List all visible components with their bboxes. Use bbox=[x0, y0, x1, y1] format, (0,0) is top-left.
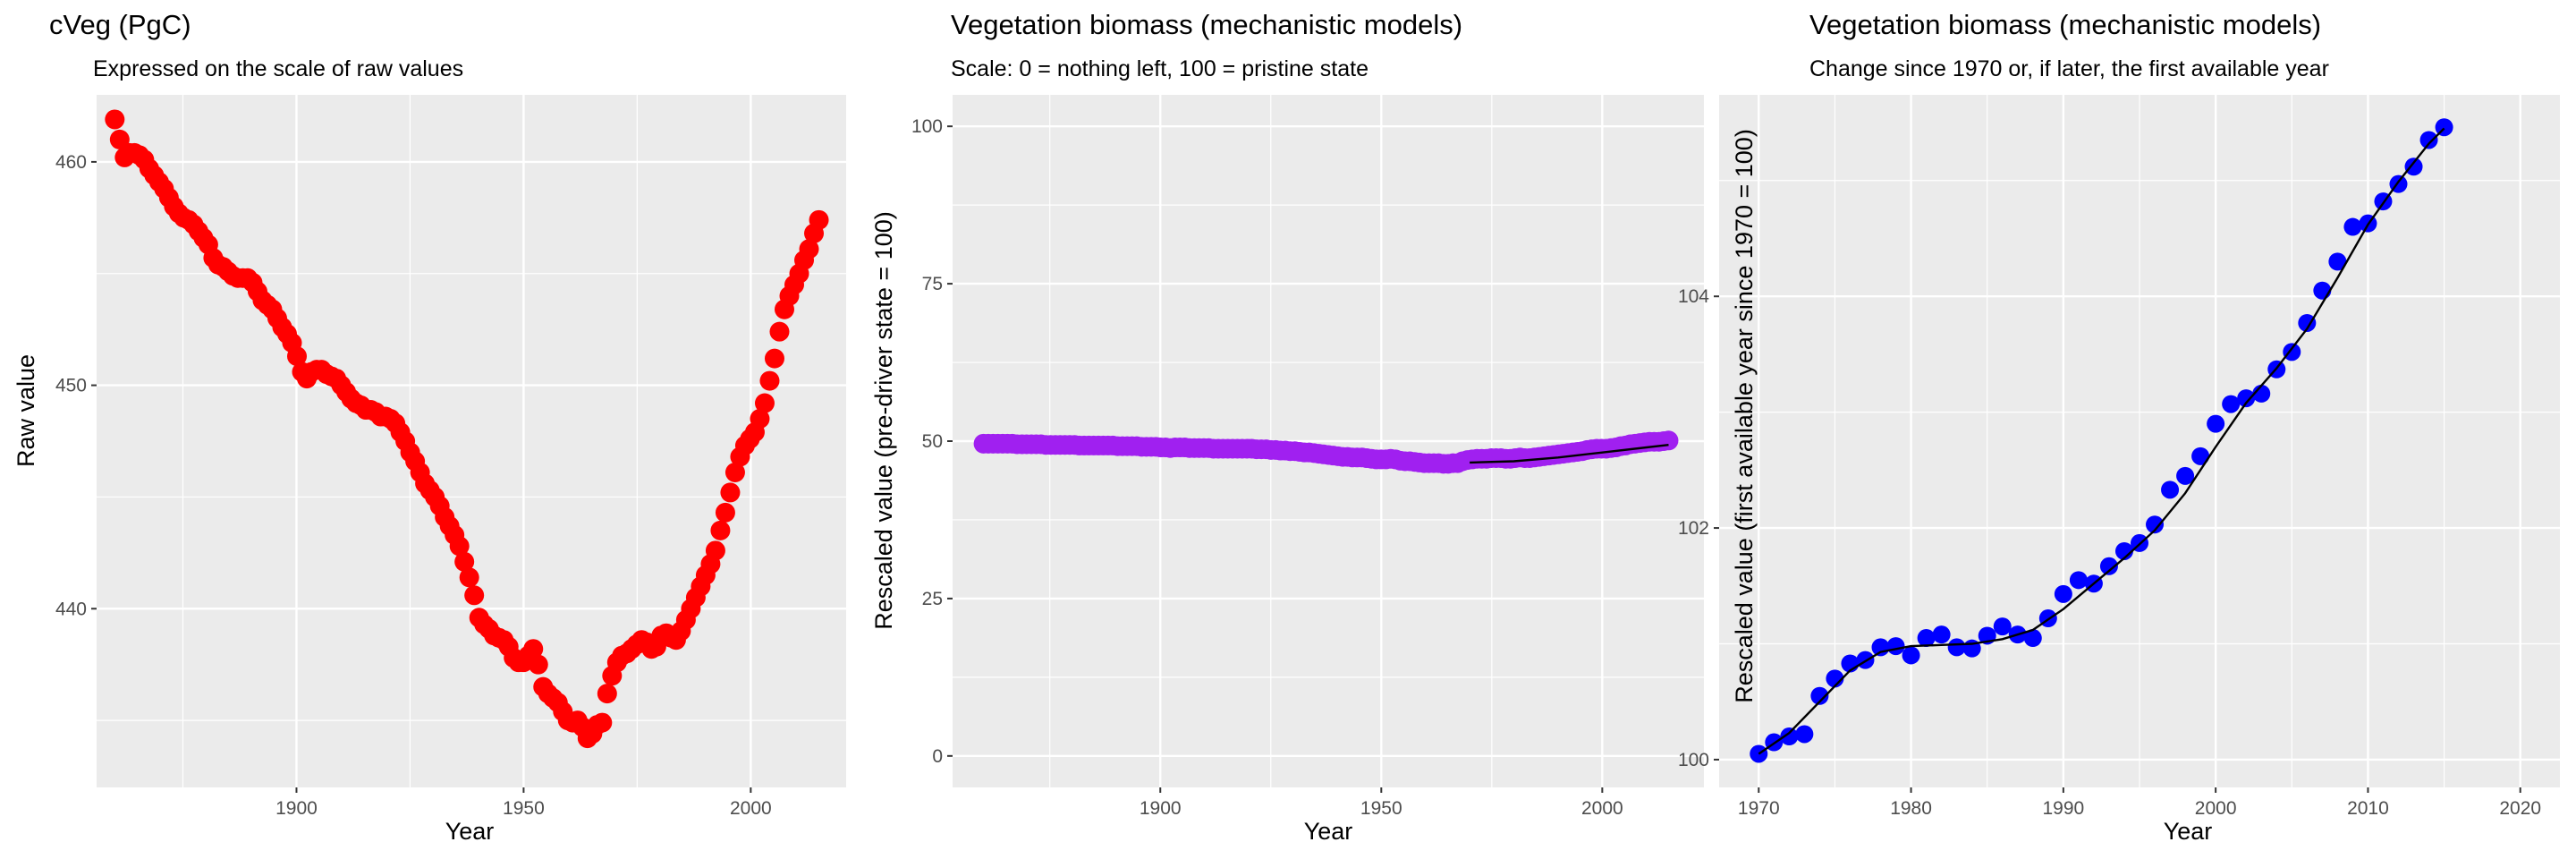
chart-1-point bbox=[597, 684, 617, 704]
chart-2-x-tick-label: 1900 bbox=[1140, 798, 1182, 819]
chart-3-point bbox=[2283, 343, 2301, 361]
chart-3-point bbox=[2099, 557, 2118, 575]
chart-3-point bbox=[1902, 646, 1920, 665]
chart-3-point bbox=[1947, 638, 1966, 657]
chart-2-y-tick-label: 25 bbox=[922, 589, 943, 609]
chart-1-point bbox=[715, 502, 735, 523]
chart-3-point bbox=[1871, 638, 1890, 657]
chart-1-y-tick-label: 450 bbox=[55, 376, 87, 396]
chart-3-point bbox=[2419, 131, 2438, 149]
chart-1-point bbox=[528, 654, 548, 675]
chart-3-y-tick-label: 104 bbox=[1678, 286, 1709, 307]
chart-2-x-tick-label: 2000 bbox=[1581, 798, 1623, 819]
chart-2-subtitle: Scale: 0 = nothing left, 100 = pristine … bbox=[951, 56, 1368, 81]
chart-1-point bbox=[454, 551, 475, 572]
chart-3-point bbox=[2328, 252, 2347, 271]
panel-1: 1900 1950 2000 440 450 460 cVeg (PgC) Express… bbox=[13, 9, 846, 845]
chart-3-trend-line bbox=[1758, 127, 2445, 755]
chart-2-y-tick-label: 0 bbox=[932, 746, 943, 767]
chart-1-point bbox=[464, 585, 485, 606]
chart-2-x-tick-label: 1950 bbox=[1360, 798, 1402, 819]
chart-1-x-tick-label: 2000 bbox=[730, 798, 772, 819]
chart-3-point bbox=[2054, 584, 2072, 603]
chart-1-point bbox=[809, 209, 829, 230]
chart-2-title: Vegetation biomass (mechanistic models) bbox=[951, 9, 1462, 40]
chart-3-x-tick-label: 1970 bbox=[1738, 798, 1780, 819]
chart-1-point bbox=[592, 712, 613, 733]
chart-3-point bbox=[2207, 414, 2225, 433]
chart-1-point bbox=[449, 536, 470, 557]
chart-3-point bbox=[1810, 686, 1829, 705]
chart-1-point bbox=[754, 393, 775, 413]
chart-1-point bbox=[710, 520, 731, 540]
chart-2-y-tick-label: 100 bbox=[911, 116, 943, 137]
chart-2-point bbox=[1658, 430, 1679, 451]
chart-2-y-tick-label: 50 bbox=[922, 431, 943, 452]
chart-1-point bbox=[750, 409, 770, 430]
chart-1-point bbox=[523, 639, 544, 659]
chart-3-y-tick-label: 100 bbox=[1678, 750, 1709, 770]
chart-1-subtitle: Expressed on the scale of raw values bbox=[93, 56, 463, 81]
chart-3-point bbox=[1750, 744, 1768, 763]
panel-2: 1900 1950 2000 0 25 50 75 100 Vegetation biomas… bbox=[870, 9, 1704, 845]
chart-1-point bbox=[459, 567, 479, 588]
chart-3-subtitle: Change since 1970 or, if later, the firs… bbox=[1809, 56, 2329, 81]
chart-3-point bbox=[2343, 217, 2362, 236]
chart-3-point bbox=[2069, 571, 2088, 590]
chart-3-point bbox=[1826, 669, 1844, 688]
chart-1-y-tick-label: 440 bbox=[55, 599, 87, 619]
chart-3-point bbox=[1795, 725, 1814, 744]
chart-1-x-tick-label: 1900 bbox=[275, 798, 318, 819]
chart-3-title: Vegetation biomass (mechanistic models) bbox=[1809, 9, 2321, 40]
chart-3-y-axis-label: Rescaled value (first available year sin… bbox=[1731, 129, 1758, 703]
chart-3-point bbox=[1993, 617, 2012, 636]
chart-3-x-tick-label: 2010 bbox=[2347, 798, 2389, 819]
chart-3-point bbox=[1932, 625, 1951, 644]
panel-3: 1970 1980 1990 2000 2010 2020 100 102 104 Vegeta… bbox=[1678, 9, 2560, 845]
chart-1-point bbox=[286, 346, 307, 367]
chart-2-y-axis-label: Rescaled value (pre-driver state = 100) bbox=[870, 211, 897, 629]
chart-1-y-axis-label: Raw value bbox=[13, 354, 39, 467]
chart-1-point bbox=[724, 462, 745, 482]
chart-3-point bbox=[1917, 629, 1936, 648]
chart-2-trend-line bbox=[1470, 444, 1669, 464]
chart-3-point bbox=[2313, 281, 2332, 300]
chart-2-y-tick-label: 75 bbox=[922, 274, 943, 294]
chart-3-x-tick-label: 2000 bbox=[2195, 798, 2237, 819]
chart-3-x-tick-label: 2020 bbox=[2499, 798, 2541, 819]
chart-3-point bbox=[2161, 481, 2180, 499]
chart-2-x-axis-label: Year bbox=[1304, 818, 1353, 845]
chart-3-point bbox=[2146, 515, 2165, 534]
chart-3-point bbox=[2237, 389, 2256, 408]
chart-1-point bbox=[769, 321, 790, 342]
chart-1-point bbox=[705, 540, 725, 561]
chart-3-point bbox=[2023, 629, 2042, 648]
chart-1-plot-background bbox=[97, 95, 846, 787]
chart-1-point bbox=[759, 370, 780, 391]
chart-3-point bbox=[1780, 727, 1799, 746]
chart-3-x-axis-label: Year bbox=[2164, 818, 2213, 845]
chart-3-point bbox=[2222, 395, 2241, 413]
chart-3-point bbox=[2298, 313, 2317, 332]
chart-1-point bbox=[764, 348, 784, 369]
chart-1-title: cVeg (PgC) bbox=[49, 9, 191, 40]
chart-1-point bbox=[720, 482, 741, 503]
chart-3-point bbox=[2404, 157, 2423, 176]
chart-1-y-tick-label: 460 bbox=[55, 152, 87, 173]
chart-1-point bbox=[799, 239, 819, 259]
chart-3-point bbox=[2191, 447, 2210, 465]
chart-1-point bbox=[105, 109, 125, 130]
chart-1-x-tick-label: 1950 bbox=[503, 798, 545, 819]
chart-3-point bbox=[2176, 466, 2195, 485]
chart-3-point bbox=[1886, 637, 1905, 656]
chart-3-y-tick-label: 102 bbox=[1678, 518, 1709, 539]
chart-3-x-tick-label: 1980 bbox=[1890, 798, 1932, 819]
chart-1-x-axis-label: Year bbox=[445, 818, 495, 845]
chart-3-x-tick-label: 1990 bbox=[2042, 798, 2084, 819]
chart-3-point bbox=[2114, 541, 2133, 560]
